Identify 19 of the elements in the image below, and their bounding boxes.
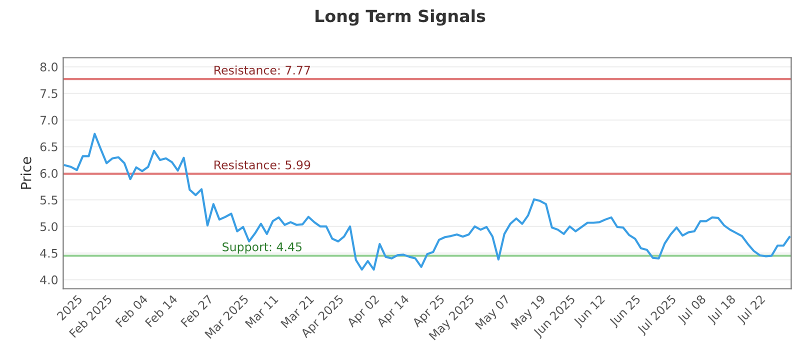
x-tick-label: Jul 22 (736, 294, 767, 326)
x-tick-label: Feb 27 (180, 294, 214, 328)
chart-title: Long Term Signals (316, 9, 486, 26)
ref-line-label: Support: 4.45 (222, 242, 302, 254)
x-tick-label: Jul 08 (676, 294, 708, 326)
y-tick-label: 6.5 (40, 142, 58, 152)
ref-line-label: Resistance: 5.99 (214, 160, 310, 170)
y-tick-label: 4.5 (40, 248, 58, 258)
y-tick-label: 6.0 (40, 168, 58, 178)
y-tick-label: 7.5 (40, 89, 58, 98)
y-tick-label: 4.0 (40, 275, 58, 284)
y-axis-title: Price (20, 157, 32, 189)
x-tick-label: Jul 18 (706, 294, 738, 326)
y-tick-label: 5.0 (40, 222, 58, 232)
y-tick-label: 7.0 (40, 116, 58, 125)
line-series (64, 132, 790, 271)
y-tick-label: 5.5 (40, 196, 58, 205)
y-tick-label: 8.0 (40, 62, 58, 72)
ref-line-label: Resistance: 7.77 (214, 65, 310, 75)
